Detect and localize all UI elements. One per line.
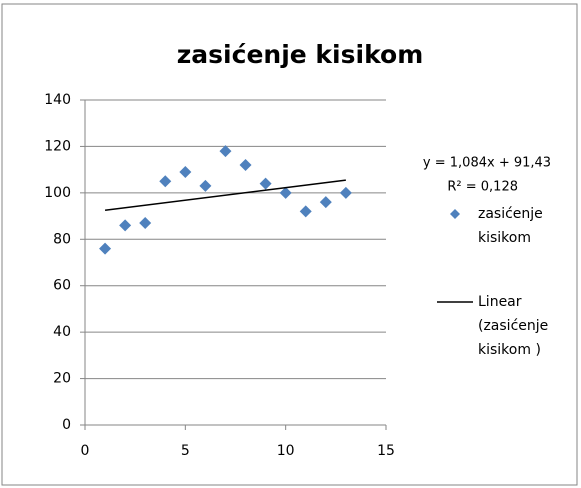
trendline: [104, 179, 346, 212]
point: [339, 186, 352, 199]
point: [159, 175, 172, 188]
y-tick-label: 140: [44, 92, 71, 108]
y-tick-label: 60: [53, 278, 71, 294]
y-tick-label: 100: [44, 185, 71, 201]
point: [119, 219, 132, 232]
point: [279, 186, 292, 199]
legend-label: zasićenje kisikom: [478, 206, 543, 246]
r-squared: R² = 0,128: [447, 180, 518, 195]
x-tick-label: 5: [181, 443, 190, 459]
point: [239, 159, 252, 171]
point: [259, 177, 272, 190]
point: [99, 242, 112, 255]
chart-title: zasićenje kisikom: [177, 40, 424, 69]
legend-label: Linear (zasićenje kisikom ): [478, 294, 549, 358]
point: [299, 205, 312, 218]
legend-marker: [450, 209, 460, 219]
point: [199, 179, 212, 192]
y-tick-label: 0: [62, 417, 71, 433]
point: [179, 165, 192, 178]
y-tick-label: 40: [53, 324, 71, 340]
equation: y = 1,084x + 91,43: [423, 156, 551, 171]
y-tick-label: 20: [53, 371, 71, 387]
point: [219, 145, 232, 158]
chart-border: [1, 3, 578, 486]
point: [319, 196, 332, 209]
y-tick-label: 120: [44, 138, 71, 154]
x-tick-label: 0: [81, 443, 90, 459]
x-tick-label: 10: [277, 443, 295, 459]
point: [139, 217, 152, 230]
y-tick-label: 80: [53, 231, 71, 247]
x-tick-label: 15: [377, 443, 395, 459]
